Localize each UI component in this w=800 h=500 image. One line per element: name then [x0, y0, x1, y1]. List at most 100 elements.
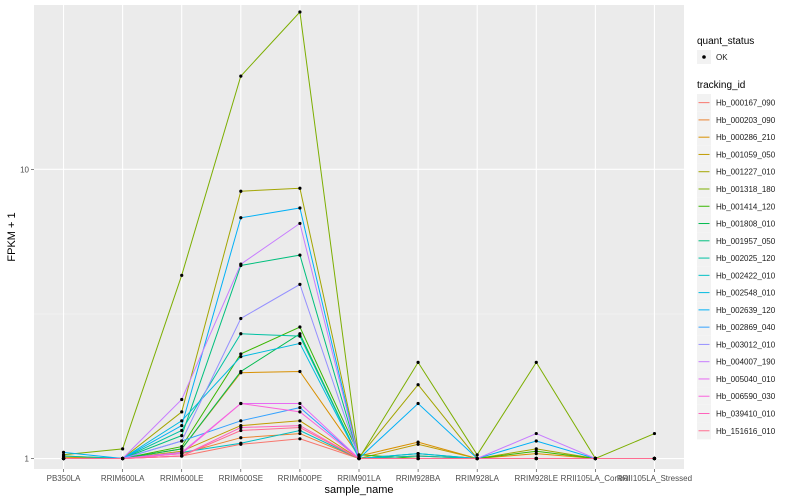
- data-point-Hb_000286_210: [534, 452, 538, 456]
- data-point-Hb_001808_010: [298, 332, 302, 336]
- legend-series-label: Hb_151616_010: [716, 427, 776, 436]
- series-points: [61, 10, 657, 461]
- data-point-Hb_002422_010: [298, 428, 302, 433]
- data-point-Hb_001059_050: [416, 442, 420, 446]
- data-point-Hb_004007_190: [534, 431, 538, 436]
- data-point-Hb_001318_180: [298, 10, 302, 14]
- data-point-Hb_001318_180: [534, 360, 538, 364]
- data-point-Hb_001227_010: [534, 447, 538, 451]
- legend-status-label: OK: [716, 53, 728, 62]
- legend-series-entries: Hb_000167_090 Hb_000203_090 Hb_000286_210 H…: [697, 94, 776, 440]
- data-point-Hb_002869_040: [239, 419, 243, 423]
- x-tick-label: RRIM928BA: [396, 474, 441, 483]
- data-point-Hb_001957_050: [298, 253, 302, 257]
- legend-status-entries: OK: [697, 50, 728, 64]
- data-point-Hb_151616_010: [61, 456, 66, 461]
- legend-series-label: Hb_005040_010: [716, 375, 776, 384]
- legend-series-label: Hb_001059_050: [716, 150, 776, 159]
- legend-series-label: Hb_001318_180: [716, 185, 776, 194]
- data-point-Hb_001318_180: [180, 273, 184, 277]
- data-point-Hb_001808_010: [180, 447, 184, 451]
- y-axis-title: FPKM + 1: [6, 212, 18, 261]
- data-point-Hb_151616_010: [416, 456, 420, 461]
- data-point-Hb_001414_120: [239, 352, 243, 356]
- data-point-Hb_002869_040: [298, 406, 302, 410]
- legend-series-label: Hb_000167_090: [716, 99, 776, 108]
- data-point-Hb_151616_010: [475, 456, 479, 461]
- x-tick-label: RRII105LA_Stressed: [617, 474, 692, 483]
- legend-series-label: Hb_004007_190: [716, 358, 776, 367]
- x-tick-label: RRIM928LA: [455, 474, 499, 483]
- data-point-Hb_002639_120: [239, 216, 243, 220]
- data-point-Hb_151616_010: [593, 456, 597, 461]
- legend-series-label: Hb_002025_120: [716, 254, 776, 263]
- data-point-Hb_151616_010: [534, 456, 538, 461]
- data-point-Hb_002025_120: [61, 454, 66, 458]
- data-point-Hb_003012_010: [298, 282, 302, 287]
- data-point-Hb_000286_210: [416, 440, 420, 444]
- y-tick-label: 10: [20, 165, 29, 174]
- data-point-Hb_001059_050: [298, 419, 302, 423]
- data-point-Hb_151616_010: [357, 456, 361, 461]
- data-point-Hb_006590_030: [180, 452, 184, 456]
- legend-series-label: Hb_002548_010: [716, 289, 776, 298]
- legend: quant_status OK tracking_id Hb_000167_09…: [697, 36, 776, 440]
- data-point-Hb_001318_180: [416, 360, 420, 364]
- legend-series-label: Hb_001414_120: [716, 202, 776, 211]
- data-point-Hb_001414_120: [180, 444, 184, 449]
- legend-series-label: Hb_001227_010: [716, 168, 776, 177]
- data-point-Hb_001318_180: [239, 74, 243, 78]
- data-point-Hb_002548_010: [298, 341, 302, 346]
- legend-series-label: Hb_006590_030: [716, 392, 776, 401]
- legend-series-label: Hb_003012_010: [716, 340, 776, 349]
- x-tick-label: RRIM901LA: [337, 474, 381, 483]
- data-point-Hb_005040_010: [298, 401, 302, 406]
- data-point-Hb_003012_010: [239, 316, 243, 321]
- data-point-Hb_001414_120: [298, 325, 302, 329]
- data-point-Hb_001414_120: [357, 453, 361, 457]
- data-point-Hb_002025_120: [416, 454, 420, 458]
- data-point-Hb_002025_120: [239, 332, 243, 336]
- data-point-Hb_002422_010: [239, 441, 243, 445]
- data-point-Hb_004007_190: [298, 221, 302, 226]
- data-point-Hb_002548_010: [239, 355, 243, 359]
- y-axis: 1 10: [20, 165, 34, 464]
- data-point-Hb_001227_010: [180, 410, 184, 414]
- data-point-Hb_001318_180: [652, 431, 657, 436]
- data-point-Hb_002639_120: [534, 439, 538, 443]
- data-point-Hb_151616_010: [239, 428, 243, 433]
- legend-series-label: Hb_002639_120: [716, 306, 776, 315]
- data-point-Hb_001227_010: [298, 186, 302, 190]
- data-point-Hb_006590_030: [298, 410, 302, 414]
- data-point-Hb_001227_010: [239, 189, 243, 193]
- data-point-Hb_003012_010: [180, 439, 184, 443]
- x-tick-label: RRIM600LE: [160, 474, 204, 483]
- x-axis-title: sample_name: [324, 484, 393, 496]
- legend-key-point: [702, 55, 706, 59]
- data-point-Hb_006590_030: [239, 401, 243, 406]
- x-tick-label: RRII105LA_Control: [561, 474, 631, 483]
- legend-series-label: Hb_002422_010: [716, 271, 776, 280]
- data-point-Hb_002639_120: [298, 206, 302, 210]
- data-point-Hb_002639_120: [416, 401, 420, 406]
- data-point-Hb_000286_210: [298, 369, 302, 374]
- legend-series-label: Hb_001808_010: [716, 220, 776, 229]
- data-point-Hb_001318_180: [475, 453, 479, 457]
- data-point-Hb_001808_010: [239, 369, 243, 374]
- x-tick-label: RRIM600PE: [278, 474, 322, 483]
- x-tick-label: RRIM928LE: [514, 474, 558, 483]
- data-point-Hb_000167_090: [298, 437, 302, 441]
- data-point-Hb_151616_010: [180, 454, 184, 458]
- data-point-Hb_001957_050: [180, 434, 184, 438]
- data-point-Hb_004007_190: [239, 262, 243, 266]
- x-axis: PB350LA RRIM600LA RRIM600LE RRIM600SE RRIM60…: [47, 469, 692, 483]
- data-point-Hb_151616_010: [121, 456, 125, 461]
- legend-series-label: Hb_000203_090: [716, 116, 776, 125]
- y-tick-label: 1: [25, 455, 30, 464]
- legend-series-label: Hb_000286_210: [716, 133, 776, 142]
- data-point-Hb_001227_010: [416, 383, 420, 387]
- legend-tracking-title: tracking_id: [697, 80, 745, 91]
- data-point-Hb_004007_190: [180, 397, 184, 402]
- x-tick-label: PB350LA: [47, 474, 81, 483]
- data-point-Hb_000203_090: [239, 436, 243, 440]
